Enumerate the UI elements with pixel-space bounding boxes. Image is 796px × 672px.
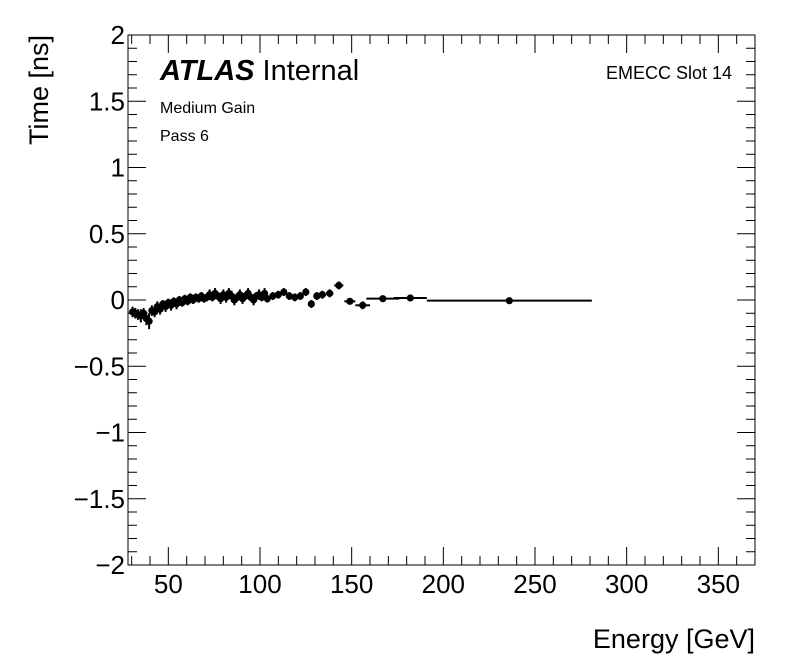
data-point <box>291 293 299 302</box>
data-marker <box>302 288 310 296</box>
data-marker <box>269 292 277 300</box>
y-tick-label: 0.5 <box>89 219 125 249</box>
y-tick-label: −2 <box>95 550 125 580</box>
data-point <box>307 300 315 308</box>
atlas-label: ATLAS <box>159 55 255 87</box>
data-marker <box>285 292 293 300</box>
data-point <box>263 294 271 303</box>
data-point <box>145 313 153 330</box>
data-point <box>426 297 592 305</box>
data-series <box>128 281 592 330</box>
data-point <box>296 292 304 300</box>
data-marker <box>263 295 271 303</box>
y-tick-label: 0 <box>111 285 125 315</box>
y-tick-label: −1.5 <box>74 484 125 514</box>
data-marker <box>335 281 343 290</box>
data-point <box>285 292 293 300</box>
data-marker <box>291 293 299 301</box>
data-point <box>355 301 370 310</box>
data-marker <box>280 288 288 296</box>
y-tick-label: 2 <box>111 20 125 50</box>
data-marker <box>346 297 354 305</box>
data-marker <box>379 295 387 303</box>
x-tick-label: 150 <box>330 569 373 599</box>
data-point <box>313 292 321 300</box>
data-marker <box>318 291 326 299</box>
axis-ticks <box>128 34 756 566</box>
data-point <box>326 289 334 298</box>
y-tick-label: −0.5 <box>74 351 125 381</box>
data-marker <box>296 292 304 300</box>
data-point <box>302 288 310 297</box>
pass-label: Pass 6 <box>160 128 209 145</box>
data-point <box>318 290 326 299</box>
data-marker <box>274 291 282 299</box>
x-tick-label: 250 <box>513 569 556 599</box>
gain-label: Medium Gain <box>160 100 255 117</box>
y-axis-label: Time [ns] <box>24 35 54 145</box>
data-point <box>274 290 282 299</box>
y-tick-labels: −2 −1.5 −1 −0.5 0 0.5 1 1.5 2 <box>74 20 125 580</box>
x-tick-label: 350 <box>697 569 740 599</box>
y-tick-label: −1 <box>95 418 125 448</box>
x-tick-label: 300 <box>605 569 648 599</box>
x-tick-label: 50 <box>154 569 183 599</box>
data-marker <box>313 292 321 300</box>
internal-label: Internal <box>263 55 360 87</box>
slot-label: EMECC Slot 14 <box>606 63 732 83</box>
data-marker <box>505 297 513 305</box>
data-point <box>280 288 288 297</box>
data-point <box>334 281 344 290</box>
data-point <box>269 292 277 300</box>
y-tick-label: 1 <box>111 153 125 183</box>
x-axis-label: Energy [GeV] <box>593 624 755 654</box>
data-point <box>393 294 427 302</box>
data-marker <box>326 289 334 297</box>
x-tick-label: 100 <box>238 569 281 599</box>
x-tick-labels: 50 100 150 200 250 300 350 <box>154 569 740 599</box>
data-point <box>344 297 356 305</box>
data-marker <box>359 301 367 309</box>
data-marker <box>406 294 414 302</box>
x-tick-label: 200 <box>422 569 465 599</box>
data-marker <box>307 300 315 308</box>
data-marker <box>145 317 153 325</box>
y-tick-label: 1.5 <box>89 86 125 116</box>
